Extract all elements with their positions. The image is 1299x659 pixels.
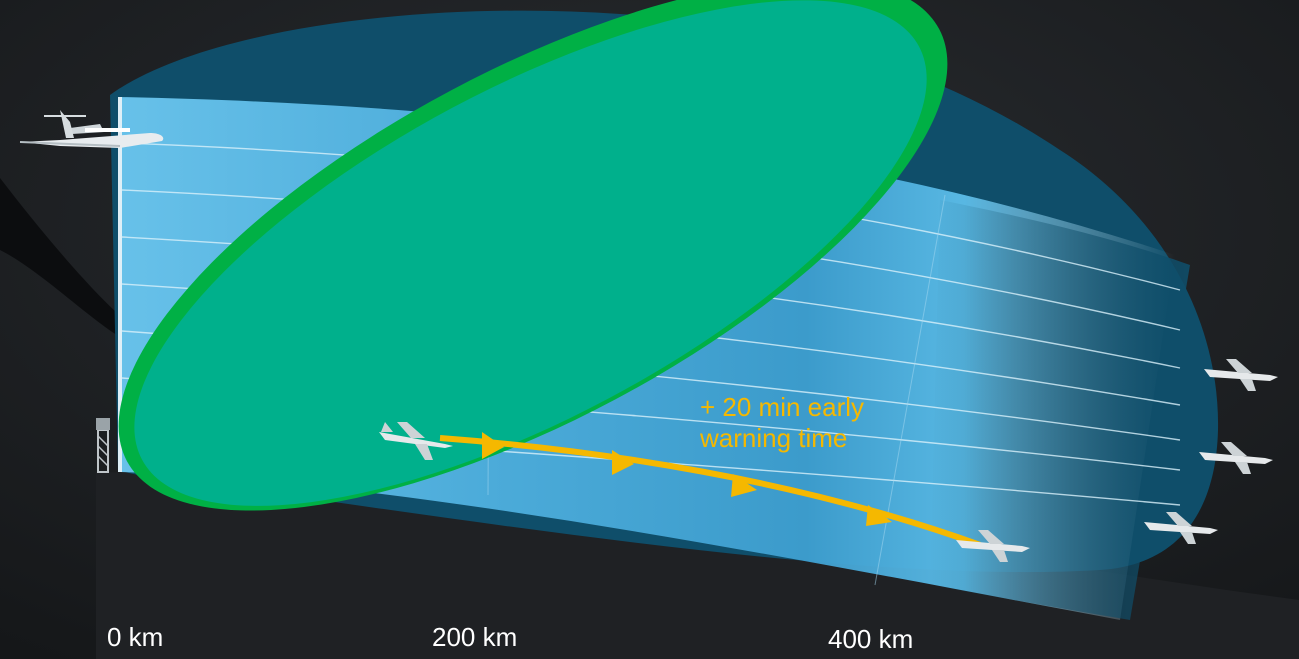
terrain-shadow (0, 178, 125, 340)
distance-label-400: 400 km (828, 624, 914, 654)
track-arrow (731, 474, 757, 497)
ground (96, 472, 1299, 659)
distance-label-200: 200 km (432, 622, 518, 652)
track-arrow (482, 432, 504, 459)
airborne-radar-coverage-lobe (118, 0, 948, 511)
track-arrow (612, 450, 634, 475)
annotation-line-2: warning time (700, 423, 848, 453)
ground-radar-tower-icon (96, 418, 110, 473)
track-arrow (866, 505, 892, 526)
fighter-jet-icon (1204, 359, 1278, 391)
early-warning-track (439, 432, 982, 548)
annotation-line-1: + 20 min early (700, 392, 865, 422)
airborne-early-warning-jet-icon (19, 110, 164, 148)
distance-label-0: 0 km (107, 622, 164, 652)
panel-fade (930, 200, 1190, 620)
fighter-jet-icon (1144, 512, 1218, 544)
fighter-jet-icon (956, 530, 1030, 562)
early-warning-annotation: + 20 min early warning time (700, 392, 864, 454)
fighter-jet-icon (379, 422, 453, 460)
fighter-jet-icon (1199, 442, 1273, 474)
